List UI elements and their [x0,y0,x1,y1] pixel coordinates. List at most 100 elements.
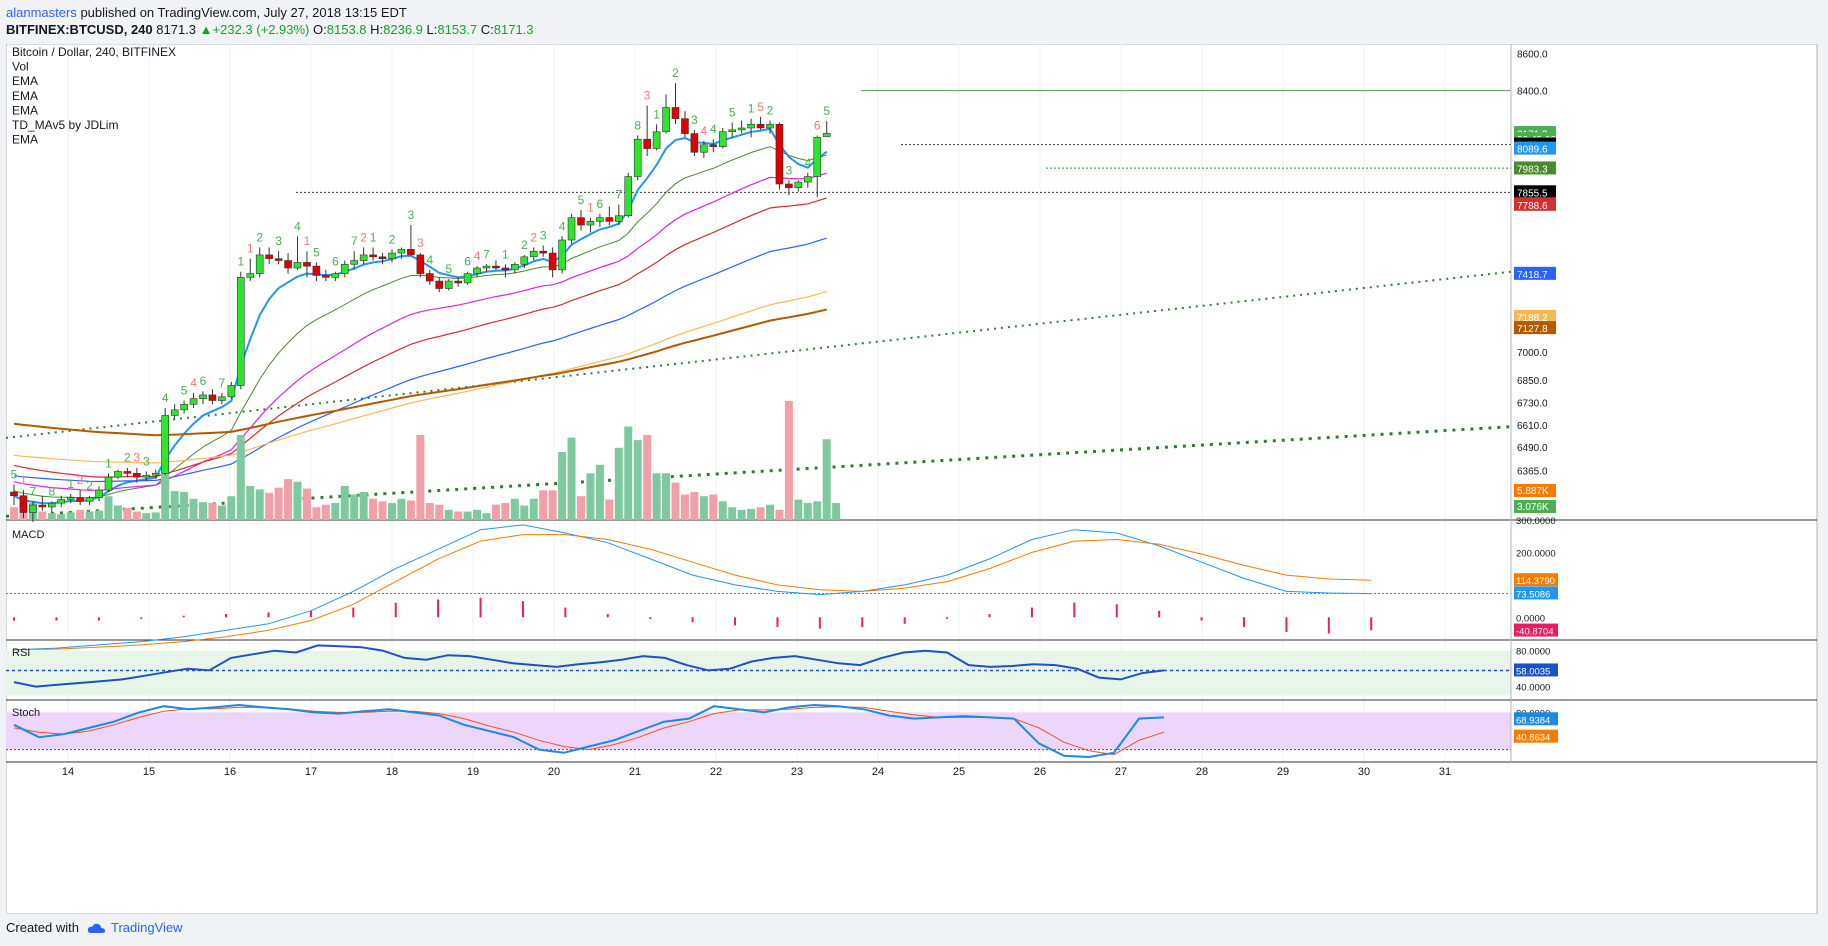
volume-bar [38,511,47,520]
legend-entry: EMA [12,103,38,117]
time-axis[interactable]: 14 15 16 17 18 19 20 21 22 23 24 25 26 27 28 29 30 31 [62,766,1451,778]
candle-body [558,239,566,271]
macd-hist-bar [521,601,524,618]
volume-label: 5.887K [1517,486,1549,497]
macd-hist-bar [818,617,821,629]
td-up-count: 8 [634,118,641,132]
candle-body [775,123,784,185]
macd-hist-bar [1073,602,1076,618]
volume-bar [558,452,567,520]
close-value: 8171.3 [493,22,534,37]
volume-bar [577,496,585,520]
candle-body [303,262,311,267]
candle-body [293,262,302,269]
volume-bar [123,508,132,520]
td-up-count: 4 [294,219,301,233]
candle-body [596,217,604,222]
td-up-count: 4 [162,391,169,405]
volume-bar [350,494,359,520]
tradingview-brand: TradingView [110,920,183,935]
candle-body [208,394,217,401]
td-up-count: 8 [48,484,55,498]
macd-hist-bar [1285,617,1288,632]
stoch-title: Stoch [12,707,40,719]
time-tick-label: 21 [629,766,641,778]
macd-hist-bar [946,617,949,619]
candle-body [444,280,453,289]
candle-body [170,409,179,416]
volume-bar [312,507,321,520]
price-axis[interactable]: 8600.08400.08172.38171.302:45:038111.080… [1510,44,1556,762]
volume-bar [425,503,434,520]
td-down-count: 2 [530,230,537,244]
volume-bar [595,464,604,520]
candle-body [340,263,349,274]
macd-hist-bar [861,617,864,628]
td-up-count: 1 [748,102,755,116]
time-tick-label: 24 [872,766,884,778]
td-down-count: 4 [474,249,481,263]
candle-body [397,249,406,254]
volume-bar [747,508,756,520]
ema-line-3 [13,172,827,491]
macd-hist-bar [1200,617,1203,621]
volume-bar [274,487,283,520]
candle-body [265,254,273,259]
volume-bar [605,499,614,520]
candle-body [822,133,831,137]
volume-bar [378,501,387,520]
candle-body [794,181,803,189]
candle-body [10,491,18,497]
macd-tag-bg [1514,623,1558,637]
candle-body [350,260,359,265]
candle-body [407,249,415,256]
price-tick-label: 7418.7 [1517,270,1548,281]
macd-hist-bar [13,617,15,621]
macd-hist-bar [903,617,906,624]
candle-body [737,127,746,131]
candle-body [76,497,84,502]
time-tick-label: 31 [1439,766,1451,778]
candle-body [803,176,812,183]
rsi-pane[interactable]: RSI 80.0000 58.0035 40.0000 [6,644,1558,696]
td-down-count: 2 [77,473,84,487]
candle-body [322,275,330,278]
candle-body [473,267,481,274]
candle-body [529,250,538,258]
td-down-count: 1 [247,242,254,256]
candle-body [652,131,661,149]
td-up-count: 1 [237,255,244,269]
rsi-title: RSI [12,647,30,659]
candle-body [38,504,47,508]
time-tick-label: 16 [224,766,236,778]
author-link[interactable]: alanmasters [6,5,77,20]
time-tick-label: 25 [953,766,965,778]
td-up-count: 5 [578,193,585,207]
legend-entry: EMA [12,89,38,103]
td-up-count: 2 [256,230,263,244]
candle-body [501,267,510,271]
macd-pane[interactable]: MACD 300.0000 200.0000 114.3790 73.5086 0.000… [6,516,1558,651]
td-up-count: 1 [502,247,509,261]
candle-body [95,489,103,498]
td-up-count: 3 [540,229,547,243]
candle-body [331,273,340,278]
macd-hist-bar [55,617,58,621]
open-label: O: [313,22,327,37]
volume-bar [246,486,255,520]
candle-body [520,256,529,265]
macd-line [13,524,1372,651]
symbol-label: BITFINEX:BTCUSD, 240 [6,22,153,37]
td-up-count: 4 [804,156,811,170]
tradingview-logo[interactable]: TradingView [87,920,183,935]
candles[interactable] [10,83,831,522]
candle-body [425,273,434,282]
volume-bar [331,503,340,520]
macd-hist-bar [352,607,355,618]
open-value: 8153.8 [326,22,367,37]
price-tick-label: 7127.8 [1517,324,1548,335]
volume-bar [737,509,746,520]
stoch-tag-bg [1514,712,1558,726]
